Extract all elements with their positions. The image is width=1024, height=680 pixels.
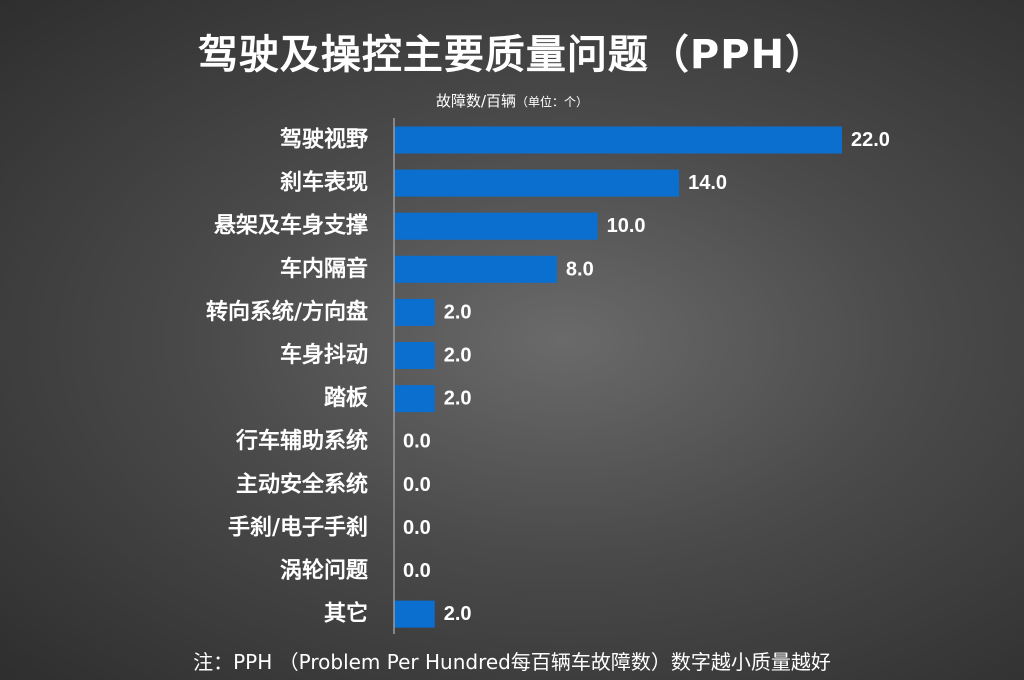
value-label: 0.0 (403, 474, 431, 496)
category-label: 行车辅助系统 (235, 428, 368, 454)
category-label: 刹车表现 (280, 170, 368, 196)
chart-title: 驾驶及操控主要质量问题（PPH） (197, 32, 827, 78)
category-label: 手刹/电子手刹 (228, 515, 368, 540)
category-label: 车内隔音 (280, 256, 368, 282)
bar (394, 342, 435, 369)
category-label: 其它 (324, 601, 368, 627)
bars-layer: 驾驶视野 22.0 刹车表现 14.0 悬架及车身支撑 10.0 车内隔音 8.0 转向系统/方… (206, 126, 890, 628)
category-label: 主动安全系统 (236, 471, 368, 497)
value-label: 0.0 (403, 560, 431, 582)
value-label: 2.0 (444, 388, 472, 410)
subtitle-unit: （单位：个） (516, 95, 589, 109)
value-label: 22.0 (851, 129, 890, 151)
bar (394, 600, 435, 628)
category-label: 驾驶视野 (280, 127, 368, 153)
value-label: 8.0 (566, 258, 594, 280)
value-label: 2.0 (444, 301, 472, 323)
bar (394, 169, 680, 197)
subtitle-text: 故障数/百辆 (435, 92, 517, 110)
value-label: 10.0 (607, 215, 646, 237)
bar (394, 126, 842, 154)
category-label: 转向系统/方向盘 (206, 299, 368, 325)
bar (394, 212, 598, 240)
category-label: 车身抖动 (280, 342, 368, 368)
value-label: 2.0 (444, 345, 472, 367)
category-label: 悬架及车身支撑 (214, 213, 368, 239)
value-label: 2.0 (444, 603, 472, 625)
category-label: 踏板 (324, 386, 369, 411)
bar (394, 255, 557, 283)
value-label: 0.0 (403, 517, 431, 539)
value-label: 14.0 (688, 172, 727, 194)
footnote: 注：PPH （Problem Per Hundred每百辆车故障数）数字越小质量… (193, 650, 831, 674)
bar (394, 385, 435, 413)
value-label: 0.0 (403, 431, 431, 453)
chart-subtitle: 故障数/百辆（单位：个） (0, 90, 1024, 111)
category-label: 涡轮问题 (280, 558, 369, 584)
bar (394, 298, 435, 326)
